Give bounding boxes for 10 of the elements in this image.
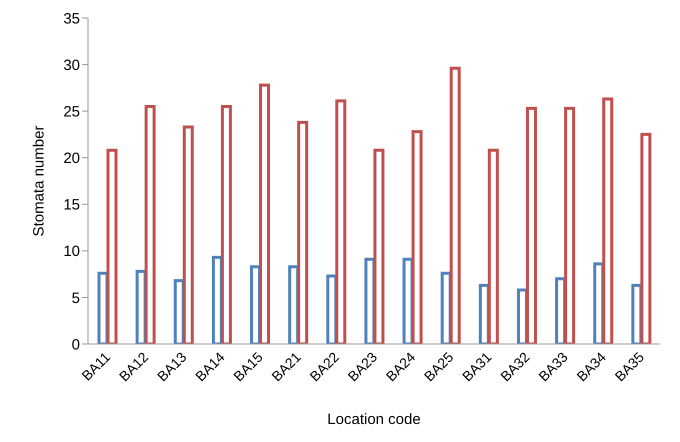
y-tick-label: 25 [63, 103, 80, 120]
y-tick-label: 15 [63, 196, 80, 214]
y-tick-label: 35 [63, 10, 80, 28]
y-axis-title: Stomata number [30, 126, 48, 236]
y-tick-label: 0 [72, 336, 80, 354]
y-tick-label: 10 [63, 243, 80, 260]
y-tick-label: 20 [63, 150, 80, 168]
x-axis-title: Location code [327, 411, 421, 428]
y-tick-label: 5 [72, 290, 80, 307]
y-tick-label: 30 [63, 56, 80, 74]
